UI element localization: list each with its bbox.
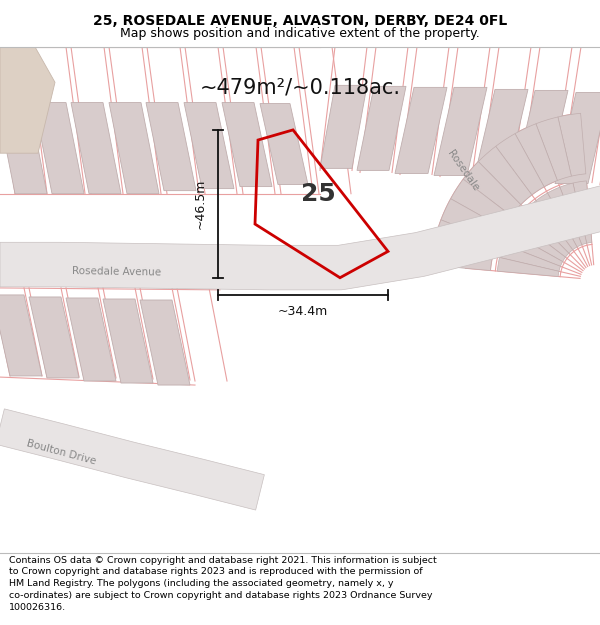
Text: 100026316.: 100026316.	[9, 603, 66, 612]
Polygon shape	[146, 102, 196, 191]
Polygon shape	[109, 102, 159, 194]
Polygon shape	[66, 298, 116, 381]
Polygon shape	[509, 220, 565, 262]
Polygon shape	[496, 134, 544, 195]
Text: 25, ROSEDALE AVENUE, ALVASTON, DERBY, DE24 0FL: 25, ROSEDALE AVENUE, ALVASTON, DERBY, DE…	[93, 14, 507, 28]
Text: Boulton Drive: Boulton Drive	[25, 438, 97, 466]
Polygon shape	[431, 242, 493, 271]
Polygon shape	[103, 299, 153, 383]
Text: ~34.4m: ~34.4m	[278, 304, 328, 318]
Polygon shape	[514, 91, 568, 181]
Polygon shape	[500, 244, 560, 271]
Polygon shape	[184, 102, 234, 189]
Polygon shape	[474, 89, 528, 179]
Polygon shape	[573, 181, 592, 243]
Text: Contains OS data © Crown copyright and database right 2021. This information is : Contains OS data © Crown copyright and d…	[9, 556, 437, 564]
Polygon shape	[547, 187, 582, 247]
Polygon shape	[357, 86, 406, 171]
Polygon shape	[0, 182, 600, 290]
Text: co-ordinates) are subject to Crown copyright and database rights 2023 Ordnance S: co-ordinates) are subject to Crown copyr…	[9, 591, 433, 600]
Polygon shape	[526, 201, 573, 253]
Polygon shape	[536, 193, 577, 250]
Polygon shape	[560, 183, 587, 245]
Text: 25: 25	[301, 182, 335, 206]
Text: to Crown copyright and database rights 2023 and is reproduced with the permissio: to Crown copyright and database rights 2…	[9, 568, 422, 576]
Polygon shape	[517, 209, 569, 258]
Text: ~46.5m: ~46.5m	[193, 179, 206, 229]
Polygon shape	[515, 124, 557, 187]
Polygon shape	[434, 220, 497, 256]
Polygon shape	[0, 47, 55, 153]
Polygon shape	[503, 232, 563, 266]
Text: ~479m²/~0.118ac.: ~479m²/~0.118ac.	[199, 78, 401, 98]
Polygon shape	[0, 102, 47, 194]
Polygon shape	[441, 199, 503, 242]
Polygon shape	[260, 104, 308, 184]
Polygon shape	[71, 102, 121, 194]
Polygon shape	[555, 92, 600, 184]
Polygon shape	[497, 258, 559, 276]
Polygon shape	[0, 409, 265, 510]
Polygon shape	[0, 295, 42, 376]
Polygon shape	[558, 113, 586, 176]
Polygon shape	[320, 86, 367, 168]
Polygon shape	[34, 102, 84, 194]
Polygon shape	[536, 117, 571, 181]
Polygon shape	[395, 88, 447, 173]
Text: Rosedale Avenue: Rosedale Avenue	[72, 266, 161, 278]
Text: Map shows position and indicative extent of the property.: Map shows position and indicative extent…	[120, 27, 480, 40]
Text: Rosedale: Rosedale	[445, 148, 480, 192]
Polygon shape	[29, 297, 79, 378]
Polygon shape	[434, 88, 487, 176]
Polygon shape	[140, 300, 190, 385]
Polygon shape	[451, 179, 511, 228]
Polygon shape	[222, 102, 272, 187]
Polygon shape	[463, 162, 521, 216]
Polygon shape	[478, 146, 532, 204]
Text: HM Land Registry. The polygons (including the associated geometry, namely x, y: HM Land Registry. The polygons (includin…	[9, 579, 394, 588]
